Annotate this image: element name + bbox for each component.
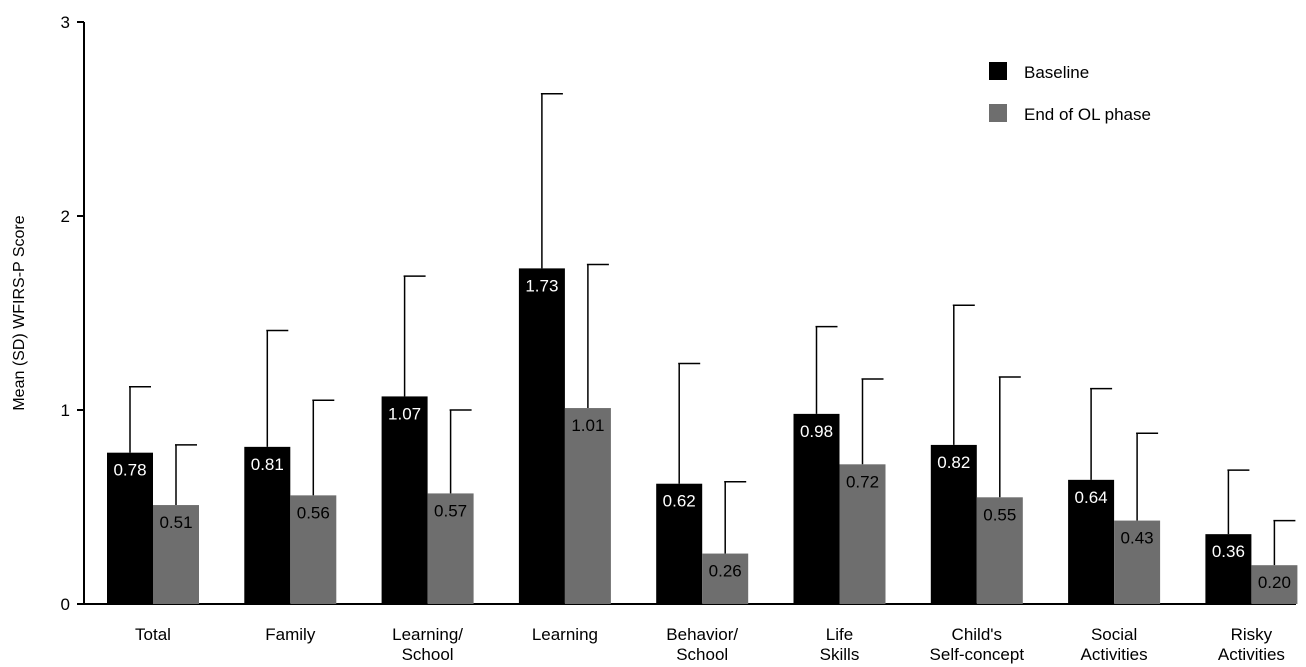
category-label-line: School	[676, 645, 728, 664]
category-label-line: Social	[1091, 625, 1137, 644]
bar-value-label: 0.57	[434, 501, 467, 520]
category-label: Family	[265, 625, 316, 644]
bar-value-label: 0.64	[1075, 488, 1108, 507]
bar-value-label: 1.73	[525, 276, 558, 295]
legend-swatch	[989, 104, 1007, 122]
bar-end-of-ol-phase	[1251, 565, 1298, 604]
category-label-line: Skills	[820, 645, 860, 664]
category-label: Social Activities	[1081, 625, 1148, 664]
category-label-line: Learning	[532, 625, 598, 644]
category-label-line: Learning/	[392, 625, 463, 644]
bar-baseline	[930, 444, 977, 604]
legend-swatch	[989, 62, 1007, 80]
bar-value-label: 0.55	[983, 505, 1016, 524]
bar-value-label: 1.07	[388, 404, 421, 423]
category-label: Risky Activities	[1218, 625, 1285, 664]
bar-value-label: 0.43	[1121, 529, 1154, 548]
category-label-line: Activities	[1081, 645, 1148, 664]
bar-baseline	[381, 396, 428, 604]
category-label: Behavior/School	[666, 625, 738, 664]
bar-end-of-ol-phase	[290, 495, 337, 604]
category-label: Total	[135, 625, 171, 644]
bar-baseline	[244, 446, 291, 604]
bar-value-label: 0.62	[663, 492, 696, 511]
bar-value-label: 0.78	[113, 461, 146, 480]
bar-end-of-ol-phase	[427, 493, 474, 604]
category-labels: Total Family Learning/School Learning Behavi…	[135, 625, 1285, 664]
category-label: Life Skills	[820, 625, 860, 664]
bar-value-label: 1.01	[571, 416, 604, 435]
category-label: Learning	[532, 625, 598, 644]
bar-end-of-ol-phase	[1114, 520, 1161, 604]
category-label: Learning/School	[392, 625, 463, 664]
legend: Baseline End of OL phase	[989, 62, 1151, 124]
bar-value-label: 0.51	[159, 513, 192, 532]
bar-end-of-ol-phase	[153, 505, 199, 604]
category-label-line: Activities	[1218, 645, 1285, 664]
bar-value-label: 0.26	[709, 562, 742, 581]
category-label-line: Self-concept	[930, 645, 1025, 664]
y-tick-label: 1	[61, 401, 70, 420]
bar-baseline	[518, 268, 565, 604]
bar-value-label: 0.81	[251, 455, 284, 474]
y-tick-label: 2	[61, 207, 70, 226]
value-labels: 0.78 0.81 1.07 1.73 0.62 0.98 0.82 0.64 0.36 0.51…	[113, 276, 1290, 592]
category-label-line: Family	[265, 625, 316, 644]
category-label-line: Behavior/	[666, 625, 738, 644]
category-label-line: Life	[826, 625, 853, 644]
legend-label: Baseline	[1024, 63, 1089, 82]
category-label-line: Risky	[1231, 625, 1273, 644]
bar-end-of-ol-phase	[564, 408, 611, 604]
category-label-line: School	[402, 645, 454, 664]
bars	[107, 93, 1298, 604]
bar-baseline	[656, 483, 703, 604]
bar-baseline	[1205, 534, 1252, 604]
bar-value-label: 0.36	[1212, 542, 1245, 561]
y-axis-label: Mean (SD) WFIRS-P Score	[11, 215, 28, 410]
y-tick-label: 3	[61, 13, 70, 32]
category-label-line: Total	[135, 625, 171, 644]
bar-value-label: 0.98	[800, 422, 833, 441]
y-tick-label: 0	[61, 595, 70, 614]
legend-label: End of OL phase	[1024, 105, 1151, 124]
bar-baseline	[1068, 479, 1115, 604]
bar-value-label: 0.20	[1258, 573, 1291, 592]
category-label: Child's Self-concept	[930, 625, 1025, 664]
category-label-line: Child's	[952, 625, 1003, 644]
bar-end-of-ol-phase	[839, 464, 886, 604]
bar-value-label: 0.72	[846, 472, 879, 491]
bar-baseline	[793, 413, 840, 604]
bar-end-of-ol-phase	[702, 553, 749, 604]
bar-end-of-ol-phase	[976, 497, 1023, 604]
bar-value-label: 0.56	[297, 503, 330, 522]
bar-baseline	[107, 452, 153, 604]
bar-value-label: 0.82	[937, 453, 970, 472]
